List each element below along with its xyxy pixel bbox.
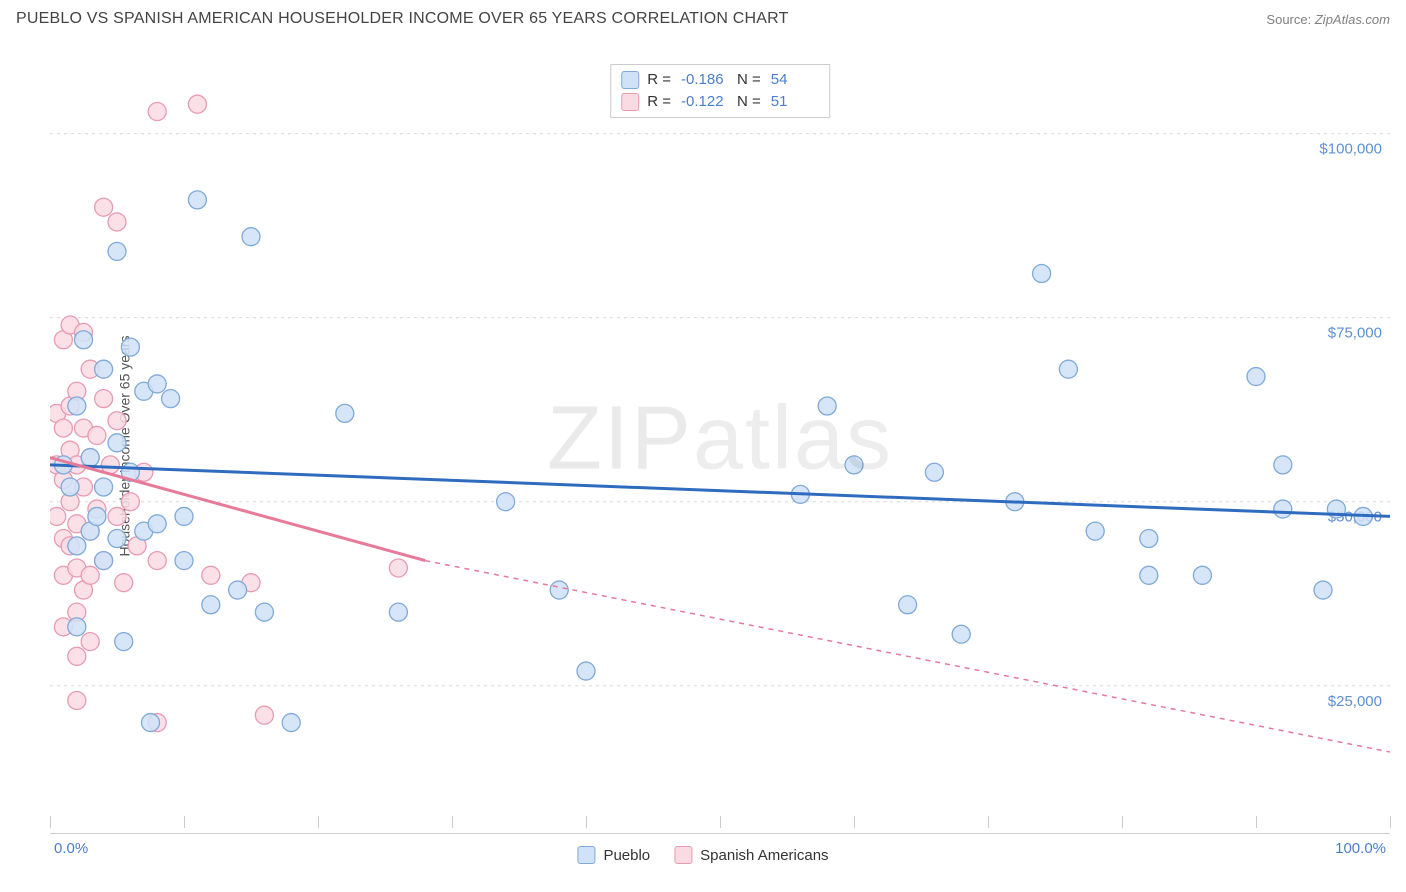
scatter-plot-svg: $25,000$50,000$75,000$100,000 — [50, 60, 1390, 833]
legend-item-spanish: Spanish Americans — [674, 846, 828, 864]
x-axis-min-label: 0.0% — [54, 840, 88, 857]
x-axis-max-label: 100.0% — [1335, 840, 1386, 857]
source-label: Source: — [1266, 12, 1311, 27]
pueblo-r-value: -0.186 — [681, 69, 729, 91]
chart-header: PUEBLO VS SPANISH AMERICAN HOUSEHOLDER I… — [0, 0, 1406, 34]
svg-text:$75,000: $75,000 — [1328, 325, 1382, 342]
series-legend: Pueblo Spanish Americans — [577, 846, 828, 864]
legend-label-pueblo: Pueblo — [603, 847, 650, 864]
swatch-pueblo — [621, 71, 639, 89]
legend-label-spanish: Spanish Americans — [700, 847, 828, 864]
svg-text:$25,000: $25,000 — [1328, 693, 1382, 710]
swatch-pueblo — [577, 846, 595, 864]
spanish-n-value: 51 — [771, 91, 819, 113]
svg-text:$100,000: $100,000 — [1319, 141, 1382, 158]
source-attribution: Source: ZipAtlas.com — [1266, 12, 1390, 27]
legend-row-spanish: R = -0.122 N = 51 — [621, 91, 819, 113]
swatch-spanish — [674, 846, 692, 864]
spanish-r-value: -0.122 — [681, 91, 729, 113]
r-label: R = — [647, 69, 671, 91]
legend-row-pueblo: R = -0.186 N = 54 — [621, 69, 819, 91]
chart-plot-area: $25,000$50,000$75,000$100,000 ZIPatlas R… — [50, 60, 1390, 834]
correlation-legend: R = -0.186 N = 54 R = -0.122 N = 51 — [610, 64, 830, 118]
swatch-spanish — [621, 93, 639, 111]
pueblo-n-value: 54 — [771, 69, 819, 91]
n-label: N = — [737, 91, 761, 113]
source-value: ZipAtlas.com — [1315, 12, 1390, 27]
chart-title: PUEBLO VS SPANISH AMERICAN HOUSEHOLDER I… — [16, 10, 789, 28]
legend-item-pueblo: Pueblo — [577, 846, 650, 864]
r-label: R = — [647, 91, 671, 113]
n-label: N = — [737, 69, 761, 91]
